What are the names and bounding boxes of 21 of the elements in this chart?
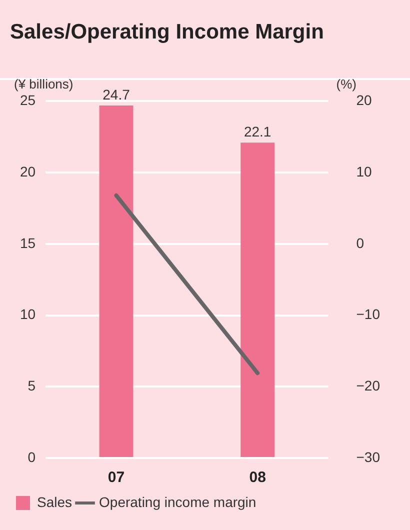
x-tick-label: 08 (249, 469, 266, 486)
y-tick-label: 25 (20, 92, 36, 108)
y-tick-label: 0 (28, 448, 36, 465)
y2-tick-label: 0 (356, 234, 364, 251)
legend-label: Operating income margin (99, 494, 256, 510)
y2-axis-title: (%) (336, 76, 356, 92)
y2-tick-label: −20 (356, 378, 380, 394)
y-tick-label: 5 (28, 378, 36, 394)
data-label: 24.7 (102, 86, 130, 102)
y2-tick-label: 10 (356, 163, 372, 180)
y-tick-label: 10 (20, 306, 36, 322)
chart-title: Sales/Operating Income Margin (10, 20, 324, 44)
y-tick-label: 15 (20, 234, 36, 251)
legend-label: Sales (37, 494, 72, 510)
y2-tick-label: 20 (356, 92, 372, 108)
data-label: 22.1 (244, 123, 272, 140)
y-tick-label: 20 (20, 163, 36, 180)
x-tick-label: 07 (108, 469, 125, 486)
y2-tick-label: −30 (356, 448, 380, 465)
y2-tick-label: −10 (356, 306, 380, 322)
y-axis-title: (¥ billions) (14, 76, 74, 92)
